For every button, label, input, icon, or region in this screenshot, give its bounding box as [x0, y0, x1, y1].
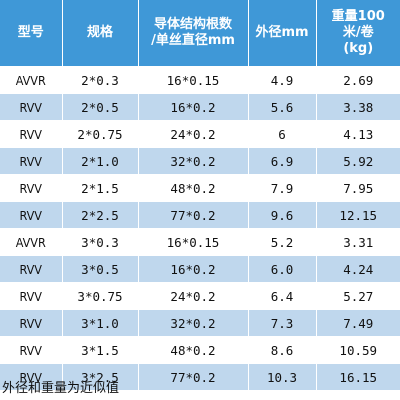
cell-outer-diameter: 7.3 [248, 309, 317, 337]
table-row: RVV 2*1.0 32*0.2 6.9 5.92 [0, 147, 400, 175]
cell-conductor: 48*0.2 [138, 336, 249, 364]
table-row: RVV 2*2.5 77*0.2 9.6 12.15 [0, 201, 400, 229]
header-outer-diameter: 外径mm [248, 0, 317, 67]
cell-model: RVV [0, 255, 63, 283]
cell-conductor: 24*0.2 [138, 282, 249, 310]
table-row: RVV 3*0.75 24*0.2 6.4 5.27 [0, 282, 400, 310]
cell-spec: 2*1.0 [62, 147, 139, 175]
table-row: RVV 3*1.0 32*0.2 7.3 7.49 [0, 309, 400, 337]
cell-outer-diameter: 7.9 [248, 174, 317, 202]
cell-conductor: 32*0.2 [138, 309, 249, 337]
cell-spec: 3*0.75 [62, 282, 139, 310]
header-conductor: 导体结构根数 /单丝直径mm [138, 0, 249, 67]
table-header-row: 型号 规格 导体结构根数 /单丝直径mm 外径mm 重量100 米/卷 (kg) [0, 0, 400, 67]
cell-outer-diameter: 6 [248, 120, 317, 148]
cell-weight: 5.27 [316, 282, 400, 310]
cell-model: AVVR [0, 66, 63, 94]
cell-model: RVV [0, 120, 63, 148]
cell-outer-diameter: 5.6 [248, 93, 317, 121]
table-row: RVV 3*1.5 48*0.2 8.6 10.59 [0, 336, 400, 364]
header-spec: 规格 [62, 0, 139, 67]
cell-outer-diameter: 9.6 [248, 201, 317, 229]
cell-spec: 2*0.75 [62, 120, 139, 148]
cell-outer-diameter: 8.6 [248, 336, 317, 364]
cell-outer-diameter: 6.4 [248, 282, 317, 310]
cell-weight: 2.69 [316, 66, 400, 94]
cell-model: RVV [0, 282, 63, 310]
cell-outer-diameter: 5.2 [248, 228, 317, 256]
cell-outer-diameter: 10.3 [248, 363, 317, 390]
cell-weight: 3.38 [316, 93, 400, 121]
cell-model: RVV [0, 201, 63, 229]
header-model: 型号 [0, 0, 63, 67]
cell-spec: 2*2.5 [62, 201, 139, 229]
table-body: AVVR 2*0.3 16*0.15 4.9 2.69 RVV 2*0.5 16*0.2 5.6… [0, 66, 400, 390]
cell-weight: 5.92 [316, 147, 400, 175]
cell-conductor: 77*0.2 [138, 363, 249, 390]
cell-model: RVV [0, 93, 63, 121]
cable-spec-table: 型号 规格 导体结构根数 /单丝直径mm 外径mm 重量100 米/卷 (kg)… [0, 0, 400, 390]
cell-spec: 2*0.3 [62, 66, 139, 94]
cell-conductor: 48*0.2 [138, 174, 249, 202]
cell-weight: 7.95 [316, 174, 400, 202]
cell-conductor: 16*0.15 [138, 66, 249, 94]
cell-outer-diameter: 4.9 [248, 66, 317, 94]
cell-weight: 12.15 [316, 201, 400, 229]
table-row: AVVR 3*0.3 16*0.15 5.2 3.31 [0, 228, 400, 256]
cell-model: RVV [0, 309, 63, 337]
cell-weight: 4.24 [316, 255, 400, 283]
cell-weight: 7.49 [316, 309, 400, 337]
cell-weight: 4.13 [316, 120, 400, 148]
cell-model: RVV [0, 147, 63, 175]
cell-outer-diameter: 6.9 [248, 147, 317, 175]
header-conductor-line1: 导体结构根数 [153, 17, 232, 32]
cell-weight: 3.31 [316, 228, 400, 256]
cell-conductor: 16*0.2 [138, 255, 249, 283]
header-weight: 重量100 米/卷 (kg) [316, 0, 400, 67]
cell-weight: 10.59 [316, 336, 400, 364]
header-weight-line3: (kg) [343, 41, 374, 56]
cell-spec: 2*1.5 [62, 174, 139, 202]
cell-model: RVV [0, 336, 63, 364]
cell-weight: 16.15 [316, 363, 400, 390]
table-row: RVV 2*0.5 16*0.2 5.6 3.38 [0, 93, 400, 121]
header-weight-line2: 米/卷 [342, 25, 374, 40]
cell-conductor: 24*0.2 [138, 120, 249, 148]
cell-spec: 3*1.0 [62, 309, 139, 337]
cell-spec: 3*1.5 [62, 336, 139, 364]
cell-spec: 3*0.5 [62, 255, 139, 283]
cell-conductor: 16*0.15 [138, 228, 249, 256]
cell-spec: 3*0.3 [62, 228, 139, 256]
cell-conductor: 16*0.2 [138, 93, 249, 121]
table-row: RVV 3*2.5 77*0.2 10.3 16.15 [0, 363, 400, 390]
table-row: RVV 2*1.5 48*0.2 7.9 7.95 [0, 174, 400, 202]
table-row: AVVR 2*0.3 16*0.15 4.9 2.69 [0, 66, 400, 94]
header-conductor-line2: /单丝直径mm [151, 33, 235, 48]
cell-outer-diameter: 6.0 [248, 255, 317, 283]
cell-conductor: 32*0.2 [138, 147, 249, 175]
cell-spec: 2*0.5 [62, 93, 139, 121]
cell-spec: 3*2.5 [62, 363, 139, 390]
cell-conductor: 77*0.2 [138, 201, 249, 229]
header-weight-line1: 重量100 [331, 9, 385, 24]
cell-model: RVV [0, 363, 63, 390]
footnote: 外径和重量为近似值 [2, 381, 120, 396]
cell-model: AVVR [0, 228, 63, 256]
table-row: RVV 2*0.75 24*0.2 6 4.13 [0, 120, 400, 148]
cell-model: RVV [0, 174, 63, 202]
table-row: RVV 3*0.5 16*0.2 6.0 4.24 [0, 255, 400, 283]
